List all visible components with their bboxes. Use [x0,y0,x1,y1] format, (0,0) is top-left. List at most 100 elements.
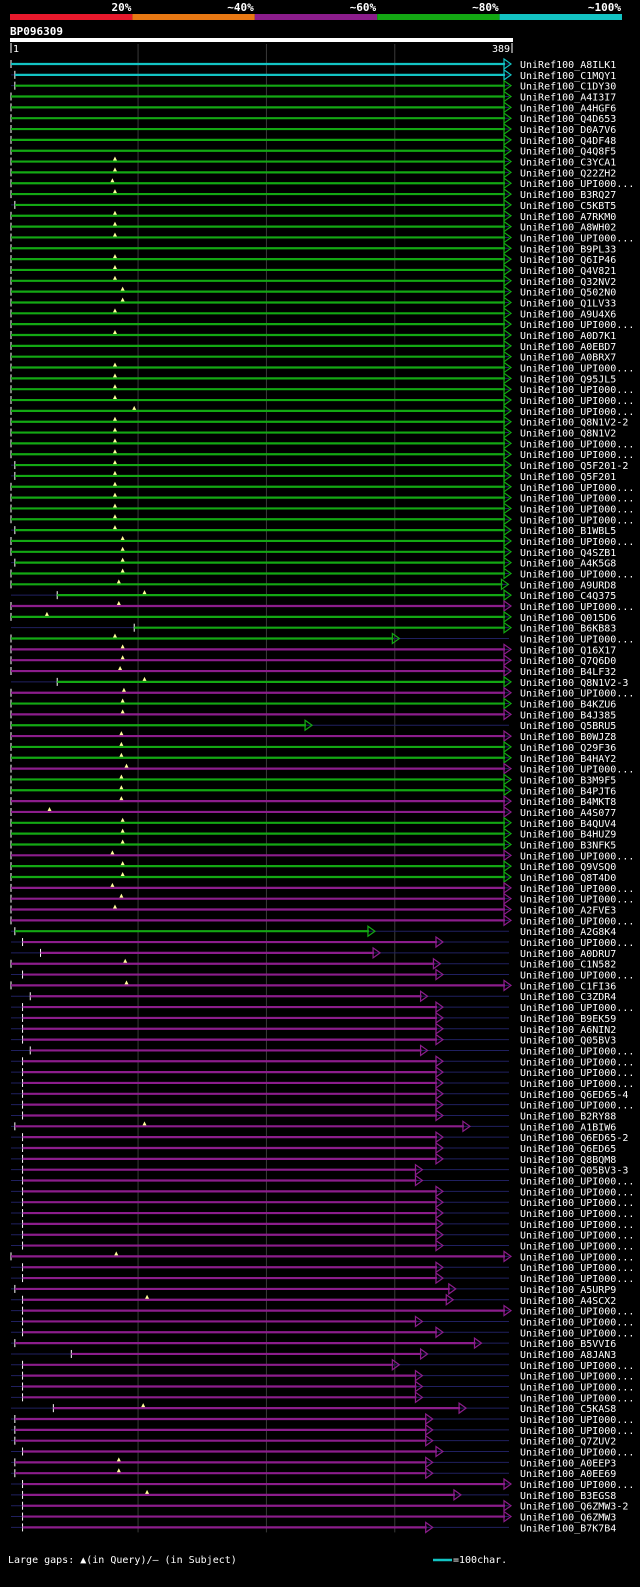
alignment-row[interactable]: UniRef100_Q32NV2 [10,274,616,288]
alignment-row[interactable]: UniRef100_A4S077 [10,805,616,819]
subject-id-label[interactable]: UniRef100_B0WJZ8 [520,732,616,743]
alignment-row[interactable]: UniRef100_Q8BQM8 [11,1152,616,1166]
alignment-row[interactable]: UniRef100_UPI000... [10,231,634,244]
alignment-row[interactable]: UniRef100_Q9VSQ0 [10,859,616,873]
alignment-row[interactable]: UniRef100_Q502N0 [10,285,616,299]
subject-id-label[interactable]: UniRef100_A0EBD7 [520,342,616,353]
subject-id-label[interactable]: UniRef100_UPI000... [520,1382,634,1393]
alignment-row[interactable]: UniRef100_Q7Q6D0 [10,654,616,667]
subject-id-label[interactable]: UniRef100_Q6ZMW3 [520,1513,616,1524]
alignment-row[interactable]: UniRef100_B9PL33 [10,242,616,255]
alignment-row[interactable]: UniRef100_UPI000... [10,914,634,927]
subject-id-label[interactable]: UniRef100_A4K5G8 [520,559,616,570]
subject-id-label[interactable]: UniRef100_Q4SZB1 [520,548,616,559]
subject-id-label[interactable]: UniRef100_Q8T4D0 [520,873,616,884]
subject-id-label[interactable]: UniRef100_UPI000... [520,1274,634,1285]
subject-id-label[interactable]: UniRef100_Q05BV3 [520,1036,616,1047]
subject-id-label[interactable]: UniRef100_B4PJT6 [520,786,616,797]
alignment-row[interactable]: UniRef100_UPI000... [10,393,634,407]
subject-id-label[interactable]: UniRef100_C5KBT5 [520,201,616,212]
alignment-row[interactable]: UniRef100_UPI000... [10,404,634,418]
alignment-row[interactable]: UniRef100_UPI000... [11,1000,634,1014]
alignment-row[interactable]: UniRef100_UPI000... [10,361,634,375]
alignment-row[interactable]: UniRef100_C3ZDR4 [11,990,616,1003]
subject-id-label[interactable]: UniRef100_UPI000... [520,1046,634,1057]
alignment-row[interactable]: UniRef100_UPI000... [11,1055,634,1068]
subject-id-label[interactable]: UniRef100_Q8N1V2 [520,429,616,440]
alignment-row[interactable]: UniRef100_A0EE69 [11,1467,616,1480]
subject-id-label[interactable]: UniRef100_Q5F201-2 [520,461,628,472]
subject-id-label[interactable]: UniRef100_A8WH02 [520,223,616,234]
subject-id-label[interactable]: UniRef100_Q29F36 [520,743,616,754]
alignment-row[interactable]: UniRef100_UPI000... [11,1445,634,1459]
alignment-row[interactable]: UniRef100_UPI000... [10,491,634,505]
subject-id-label[interactable]: UniRef100_UPI000... [520,1361,634,1372]
alignment-row[interactable]: UniRef100_UPI000... [10,686,634,700]
subject-id-label[interactable]: UniRef100_UPI000... [520,1263,634,1274]
alignment-row[interactable]: UniRef100_A4K5G8 [11,556,616,570]
alignment-row[interactable]: UniRef100_Q6ED65 [11,1141,616,1155]
alignment-row[interactable]: UniRef100_B3NFK5 [10,838,616,851]
alignment-row[interactable]: UniRef100_A0DRU7 [11,946,616,960]
alignment-row[interactable]: UniRef100_UPI000... [11,1065,634,1079]
subject-id-label[interactable]: UniRef100_Q22ZH2 [520,168,616,179]
subject-id-label[interactable]: UniRef100_Q7Q6D0 [520,656,616,667]
alignment-row[interactable]: UniRef100_A0EEP3 [11,1456,616,1469]
subject-id-label[interactable]: UniRef100_C1DY30 [520,82,616,93]
alignment-row[interactable]: UniRef100_Q4DF48 [10,133,616,147]
alignment-row[interactable]: UniRef100_UPI000... [11,1477,634,1491]
subject-id-label[interactable]: UniRef100_UPI000... [520,450,634,461]
subject-id-label[interactable]: UniRef100_UPI000... [520,1448,634,1459]
alignment-row[interactable]: UniRef100_B3RQ27 [10,187,616,201]
alignment-row[interactable]: UniRef100_Q6ED65-4 [11,1087,628,1101]
subject-id-label[interactable]: UniRef100_UPI000... [520,602,634,613]
subject-id-label[interactable]: UniRef100_UPI000... [520,385,634,396]
subject-id-label[interactable]: UniRef100_C5KAS8 [520,1404,616,1415]
subject-id-label[interactable]: UniRef100_Q6ZMW3-2 [520,1502,628,1513]
alignment-row[interactable]: UniRef100_UPI000... [11,1196,634,1209]
subject-id-label[interactable]: UniRef100_UPI000... [520,494,634,505]
alignment-row[interactable]: UniRef100_Q015D6 [10,610,616,624]
alignment-row[interactable]: UniRef100_Q6ZMW3-2 [11,1499,628,1513]
alignment-row[interactable]: UniRef100_A4I3I7 [10,90,616,104]
alignment-row[interactable]: UniRef100_Q6ZMW3 [11,1510,616,1524]
subject-id-label[interactable]: UniRef100_B1WBL5 [520,526,616,537]
alignment-row[interactable]: UniRef100_Q05BV3-3 [11,1163,628,1177]
alignment-row[interactable]: UniRef100_B4LF32 [10,664,616,678]
subject-id-label[interactable]: UniRef100_UPI000... [520,1187,634,1198]
alignment-row[interactable]: UniRef100_UPI000... [10,448,634,461]
subject-id-label[interactable]: UniRef100_UPI000... [520,1198,634,1209]
alignment-row[interactable]: UniRef100_A4SCX2 [11,1293,616,1307]
subject-id-label[interactable]: UniRef100_UPI000... [520,320,634,331]
alignment-row[interactable]: UniRef100_UPI000... [11,1271,634,1285]
subject-id-label[interactable]: UniRef100_C1FI36 [520,981,616,992]
subject-id-label[interactable]: UniRef100_UPI000... [520,233,634,244]
subject-id-label[interactable]: UniRef100_Q5F201 [520,472,616,483]
alignment-row[interactable]: UniRef100_UPI000... [10,502,634,515]
subject-id-label[interactable]: UniRef100_UPI000... [520,1307,634,1318]
alignment-row[interactable]: UniRef100_B1WBL5 [11,523,616,537]
subject-id-label[interactable]: UniRef100_B3RQ27 [520,190,616,201]
subject-id-label[interactable]: UniRef100_UPI000... [520,1177,634,1188]
subject-id-label[interactable]: UniRef100_UPI000... [520,1220,634,1231]
subject-id-label[interactable]: UniRef100_Q4DF48 [520,136,616,147]
alignment-row[interactable]: UniRef100_Q8T4D0 [10,870,616,884]
subject-id-label[interactable]: UniRef100_B3EGS8 [520,1491,616,1502]
alignment-row[interactable]: UniRef100_A0D7K1 [10,328,616,342]
alignment-row[interactable]: UniRef100_B4PJT6 [10,784,616,797]
alignment-row[interactable]: UniRef100_A0BRX7 [10,350,616,364]
subject-id-label[interactable]: UniRef100_UPI000... [520,916,634,927]
subject-id-label[interactable]: UniRef100_UPI000... [520,1252,634,1263]
alignment-row[interactable]: UniRef100_UPI000... [10,632,634,646]
alignment-row[interactable]: UniRef100_UPI000... [11,1206,634,1220]
subject-id-label[interactable]: UniRef100_B9EK59 [520,1014,616,1025]
subject-id-label[interactable]: UniRef100_Q7ZUV2 [520,1437,616,1448]
subject-id-label[interactable]: UniRef100_UPI000... [520,1242,634,1253]
alignment-row[interactable]: UniRef100_Q8N1V2-2 [10,415,628,429]
alignment-row[interactable]: UniRef100_UPI000... [11,1380,634,1393]
subject-id-label[interactable]: UniRef100_UPI000... [520,895,634,906]
subject-id-label[interactable]: UniRef100_A4SCX2 [520,1296,616,1307]
alignment-row[interactable]: UniRef100_A2G8K4 [11,925,616,938]
subject-id-label[interactable]: UniRef100_UPI000... [520,689,634,700]
alignment-row[interactable]: UniRef100_UPI000... [11,1315,634,1328]
